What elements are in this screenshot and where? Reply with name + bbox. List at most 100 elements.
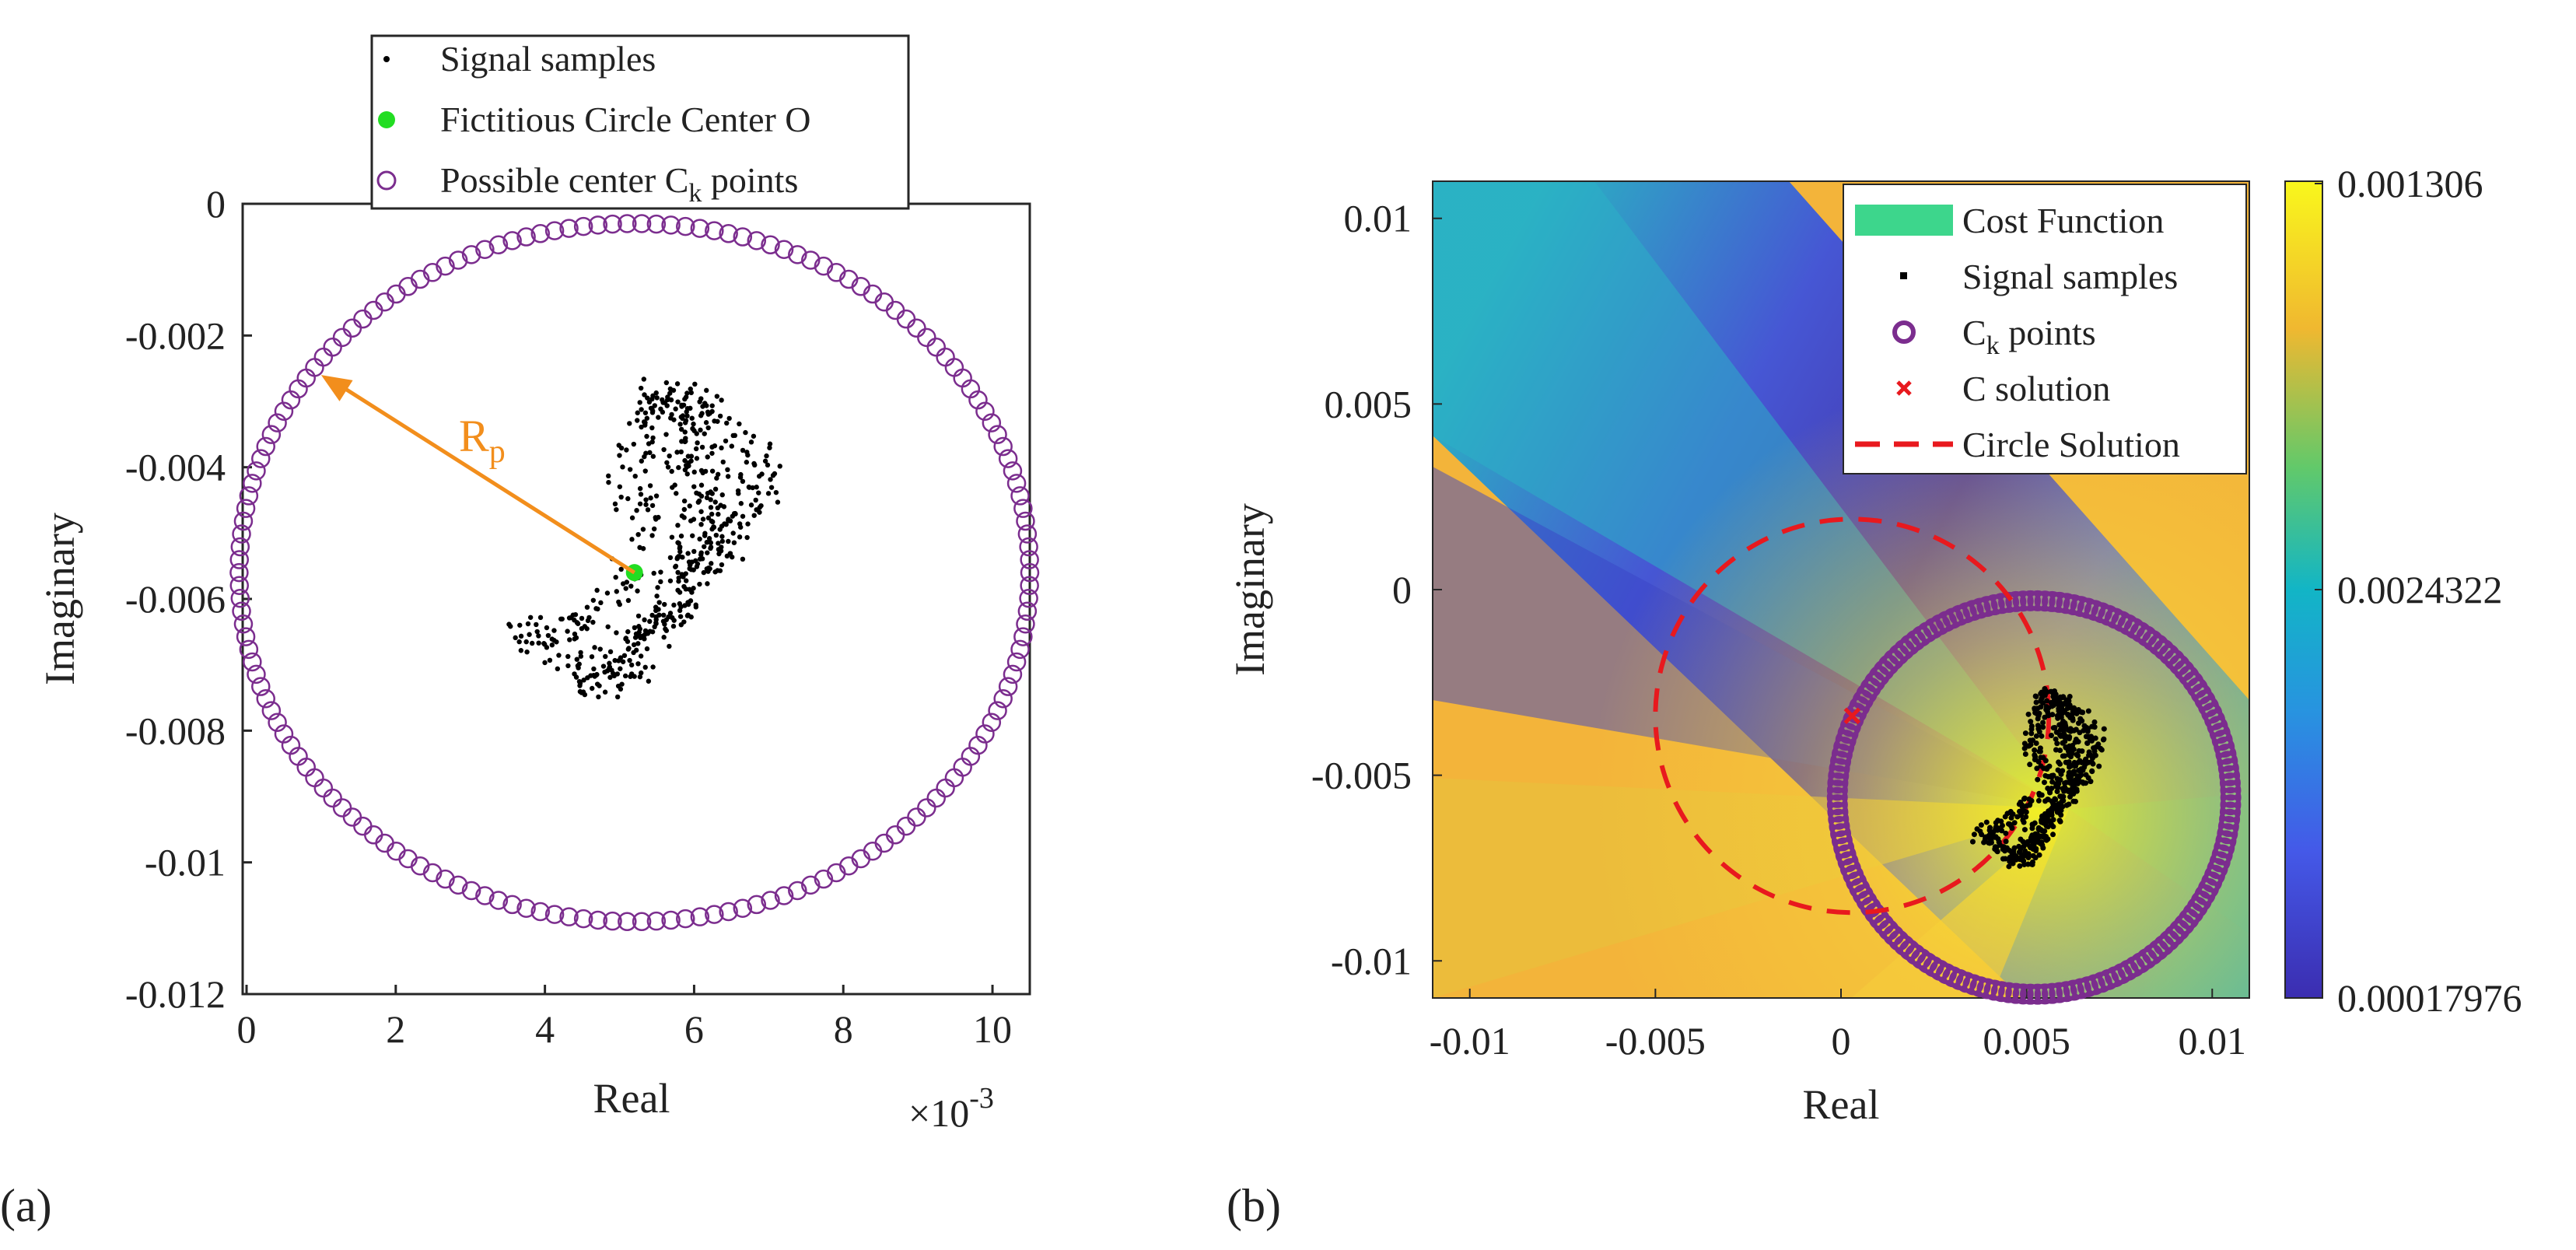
- sample-dot: [576, 678, 583, 685]
- sample-dot: [651, 570, 656, 576]
- ck-point: [236, 627, 256, 646]
- x-tick-label-b: 0.005: [1983, 1019, 2070, 1063]
- sample-dot: [631, 650, 636, 656]
- ck-point: [993, 688, 1013, 709]
- sample-dot: [2063, 744, 2069, 751]
- sample-dot: [536, 633, 541, 639]
- ck-point: [719, 224, 738, 243]
- x-multiplier-exp: -3: [969, 1082, 994, 1115]
- ck-point: [544, 221, 565, 240]
- sample-dot: [618, 494, 624, 500]
- sample-dot: [681, 506, 688, 513]
- sample-dot: [579, 625, 585, 632]
- sample-dot: [628, 674, 633, 679]
- ck-point: [1826, 779, 1848, 801]
- sample-dot: [2089, 769, 2095, 775]
- sample-dot: [678, 426, 684, 432]
- ck-point: [2219, 801, 2241, 823]
- sample-dot: [2003, 830, 2009, 836]
- sample-dot: [700, 516, 706, 522]
- sample-dot: [518, 633, 524, 639]
- sample-dot: [709, 444, 715, 450]
- sample-dot: [2032, 706, 2038, 713]
- sample-dot: [2053, 747, 2059, 753]
- ck-point: [1020, 550, 1039, 569]
- sample-dot: [677, 554, 683, 559]
- sample-dot: [711, 524, 716, 530]
- sample-dot: [2098, 745, 2104, 751]
- sample-dot: [683, 586, 689, 592]
- sample-dot: [614, 694, 621, 700]
- sample-dot: [2040, 720, 2046, 726]
- x-tick-label-b: 0.01: [2179, 1019, 2247, 1063]
- sample-dot: [629, 537, 635, 542]
- sample-dot: [2066, 759, 2072, 765]
- ck-point: [2027, 590, 2049, 611]
- ck-point: [944, 358, 964, 377]
- sample-dot: [2078, 766, 2084, 772]
- sample-dot: [616, 443, 621, 448]
- ck-point: [1826, 786, 1848, 808]
- ck-point: [342, 807, 362, 827]
- sample-dot: [2035, 832, 2041, 838]
- sample-dot: [699, 556, 705, 562]
- sample-dot: [593, 672, 600, 678]
- sample-dot: [745, 521, 751, 527]
- sample-dot: [524, 649, 530, 655]
- sample-dot: [607, 660, 612, 666]
- sample-dot: [643, 502, 649, 507]
- sample-dot: [1986, 825, 1993, 831]
- ck-point: [926, 788, 946, 808]
- ck-point: [2012, 590, 2034, 612]
- ck-point: [2020, 590, 2042, 611]
- sample-dot: [654, 593, 660, 599]
- sample-dot: [590, 685, 595, 692]
- sample-dot: [683, 418, 689, 423]
- ck-point: [313, 778, 334, 798]
- ck-point: [461, 881, 481, 901]
- sample-dot: [777, 464, 782, 469]
- ck-point: [1019, 589, 1038, 608]
- ck-point: [230, 589, 250, 608]
- sample-dot: [2091, 719, 2098, 725]
- sample-dot: [660, 618, 667, 624]
- sample-dot: [2088, 734, 2095, 740]
- ck-point: [2012, 983, 2034, 1005]
- sample-dot: [644, 415, 650, 421]
- sample-dot: [719, 544, 724, 550]
- sample-dot: [670, 387, 677, 393]
- sample-dot: [2045, 711, 2051, 717]
- sample-dot: [642, 617, 647, 623]
- ck-point: [243, 474, 262, 493]
- sample-dot: [671, 417, 677, 422]
- ck-point: [2027, 983, 2049, 1005]
- sample-dot: [648, 495, 653, 501]
- sample-dot: [2060, 797, 2067, 804]
- ck-point: [1016, 511, 1035, 531]
- sample-dot: [649, 439, 655, 445]
- ck-point: [761, 235, 780, 255]
- ck-point: [239, 486, 259, 506]
- sample-dot: [2020, 817, 2026, 823]
- colorbar-tick-label: 0.00017976: [2337, 976, 2522, 1020]
- sample-dot: [650, 393, 656, 399]
- sample-dot: [684, 390, 690, 396]
- sample-dot: [2081, 727, 2087, 734]
- ck-point: [232, 601, 251, 621]
- sample-dot: [740, 478, 746, 485]
- legend-b-label: Signal samples: [1962, 257, 2178, 296]
- panel-b: -0.01 -0.005 0 0.005 0.01 0.01 0.005 0 -0.005 -0.…: [1227, 162, 2522, 1231]
- sample-dot: [2096, 763, 2102, 769]
- sample-dot: [664, 460, 670, 465]
- sample-dot: [693, 446, 699, 452]
- ck-point: [2020, 983, 2042, 1005]
- sample-dot: [638, 492, 644, 497]
- sample-dot: [768, 477, 773, 482]
- sample-dot: [577, 683, 583, 688]
- sample-dot: [2006, 863, 2012, 870]
- ck-point: [975, 724, 995, 744]
- signal-samples-a: [506, 376, 782, 700]
- panel-label-b: (b): [1227, 1180, 1281, 1231]
- sample-dot: [2049, 779, 2056, 785]
